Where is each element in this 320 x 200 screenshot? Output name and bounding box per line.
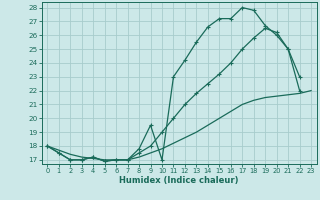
X-axis label: Humidex (Indice chaleur): Humidex (Indice chaleur) [119, 176, 239, 185]
